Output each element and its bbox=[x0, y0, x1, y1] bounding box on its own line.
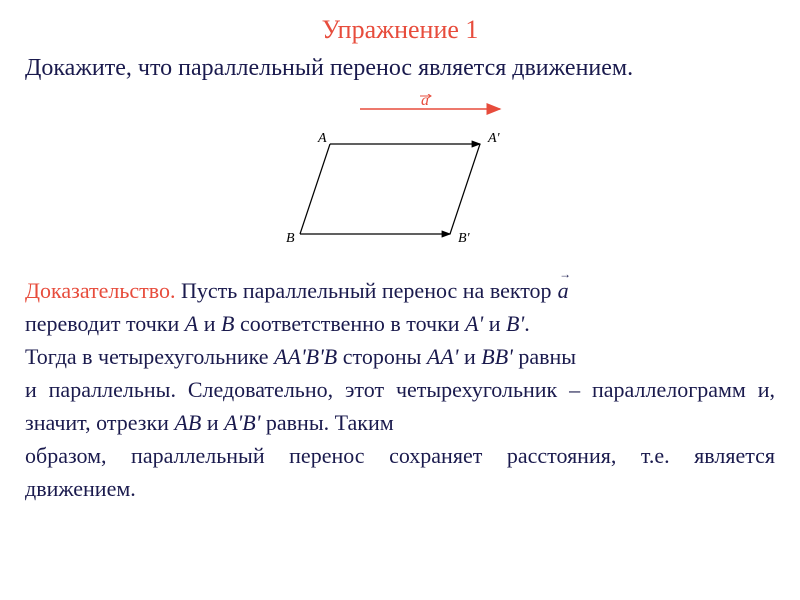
geometry-diagram: a A A' B B' bbox=[25, 94, 775, 259]
label-B-prime: B' bbox=[458, 231, 471, 246]
proof-line2-cont: соответственно в точки bbox=[234, 311, 465, 336]
edge-Aprime-Bprime bbox=[450, 144, 480, 234]
label-A-prime: A' bbox=[487, 131, 501, 146]
side2-text: BB' bbox=[481, 344, 513, 369]
edge-A-B bbox=[300, 144, 330, 234]
point-B-text: B bbox=[221, 311, 234, 336]
seg2-text: A'B' bbox=[224, 410, 260, 435]
seg1-text: AB bbox=[174, 410, 201, 435]
proof-label: Доказательство. bbox=[25, 278, 176, 303]
side1-text: AA' bbox=[427, 344, 459, 369]
proof-line3-end: равны bbox=[513, 344, 576, 369]
proof-line3: Тогда в четырехугольнике bbox=[25, 344, 274, 369]
problem-statement: Докажите, что параллельный перенос являе… bbox=[25, 53, 775, 84]
proof-line3-cont: стороны bbox=[337, 344, 427, 369]
and2: и bbox=[483, 311, 506, 336]
label-B: B bbox=[286, 231, 295, 246]
diagram-svg: a A A' B B' bbox=[250, 94, 550, 254]
point-Bp-text: B' bbox=[506, 311, 524, 336]
label-A: A bbox=[317, 131, 327, 146]
proof-line4: и параллельны. Следовательно, этот четыр… bbox=[25, 377, 775, 435]
proof-line2: переводит точки bbox=[25, 311, 185, 336]
point-A-text: A bbox=[185, 311, 198, 336]
proof-line4-end: равны. Таким bbox=[260, 410, 393, 435]
proof-line5: образом, параллельный перенос сохраняет … bbox=[25, 443, 775, 501]
vector-a-inline: →a bbox=[557, 274, 569, 307]
proof-line1-part1: Пусть параллельный перенос на вектор bbox=[176, 278, 558, 303]
and4: и bbox=[201, 410, 224, 435]
proof-text: Доказательство. Пусть параллельный перен… bbox=[25, 274, 775, 505]
quad-text: AA'B'B bbox=[274, 344, 337, 369]
point-Ap-text: A' bbox=[465, 311, 483, 336]
exercise-title: Упражнение 1 bbox=[25, 15, 775, 45]
and3: и bbox=[459, 344, 482, 369]
and1: и bbox=[198, 311, 221, 336]
period1: . bbox=[524, 311, 530, 336]
title-text: Упражнение 1 bbox=[322, 15, 479, 44]
problem-text-content: Докажите, что параллельный перенос являе… bbox=[25, 55, 633, 81]
